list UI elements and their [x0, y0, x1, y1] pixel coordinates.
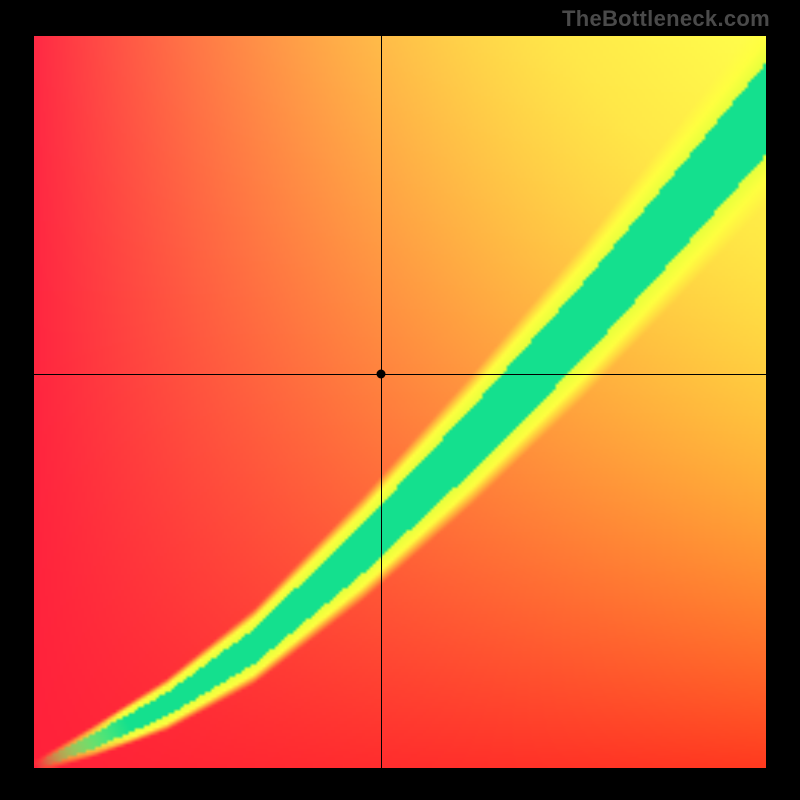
heatmap-inner	[34, 36, 766, 768]
heatmap-plot	[28, 30, 772, 774]
crosshair-marker	[376, 370, 385, 379]
crosshair-horizontal	[34, 374, 766, 375]
crosshair-vertical	[381, 36, 382, 768]
heatmap-canvas	[34, 36, 766, 768]
watermark-text: TheBottleneck.com	[562, 6, 770, 32]
